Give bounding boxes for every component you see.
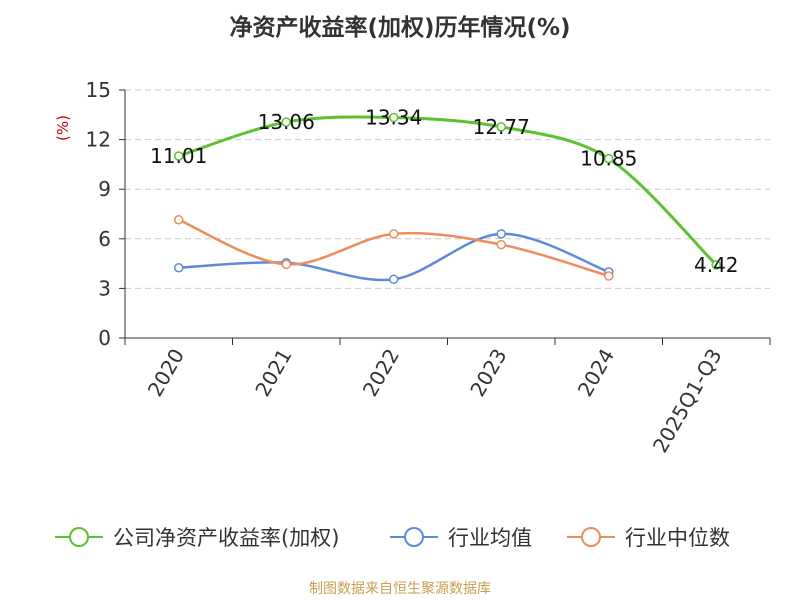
- x-tick-label: 2020: [143, 345, 189, 401]
- x-tick-label: 2024: [573, 345, 619, 401]
- source-footer: 制图数据来自恒生聚源数据库: [309, 581, 491, 597]
- data-labels: 11.01 13.06 13.34 12.77 10.85 4.42: [150, 105, 738, 276]
- series-line: [178, 218, 610, 278]
- data-label: 4.42: [694, 253, 739, 277]
- data-point: [496, 229, 506, 239]
- data-point: [604, 153, 614, 164]
- data-point: [281, 117, 291, 127]
- data-point: [281, 259, 291, 270]
- y-tick-label: 0: [98, 326, 111, 350]
- legend-label: 行业均值: [448, 526, 532, 550]
- data-point: [604, 271, 614, 281]
- data-point: [711, 260, 721, 270]
- y-tick-label: 9: [98, 177, 111, 201]
- data-point: [389, 229, 399, 239]
- data-label: 13.06: [258, 110, 315, 134]
- data-label: 11.01: [150, 144, 207, 168]
- legend-label: 行业中位数: [625, 526, 730, 550]
- data-point: [174, 262, 184, 273]
- data-point: [496, 239, 506, 250]
- x-tick-label: 2023: [465, 345, 511, 401]
- y-tick-label: 15: [86, 78, 111, 102]
- data-label: 13.34: [365, 105, 422, 129]
- data-label: 10.85: [580, 147, 637, 171]
- legend: 公司净资产收益率(加权) 行业均值 行业中位数: [55, 526, 730, 550]
- series-group: [174, 112, 721, 285]
- data-point: [174, 215, 184, 225]
- legend-marker: [404, 527, 424, 547]
- x-tick-label: 2022: [358, 345, 404, 401]
- x-tick-label: 2021: [250, 345, 296, 401]
- legend-marker: [69, 527, 89, 547]
- y-tick-label: 3: [98, 276, 111, 300]
- legend-label: 公司净资产收益率(加权): [113, 526, 339, 550]
- y-tick-label: 12: [86, 128, 111, 152]
- data-point: [174, 151, 184, 161]
- grid-lines: [125, 89, 770, 289]
- y-tick-label: 6: [98, 227, 111, 251]
- data-point: [389, 274, 399, 285]
- data-label: 12.77: [473, 115, 530, 139]
- data-point: [389, 112, 399, 123]
- series-line: [178, 115, 718, 266]
- chart-title: 净资产收益率(加权)历年情况(%): [229, 15, 571, 41]
- data-point: [496, 122, 506, 132]
- legend-marker: [581, 527, 601, 547]
- y-axis-unit-label: (%): [54, 115, 72, 141]
- x-tick-label: 2025Q1-Q3: [648, 345, 727, 457]
